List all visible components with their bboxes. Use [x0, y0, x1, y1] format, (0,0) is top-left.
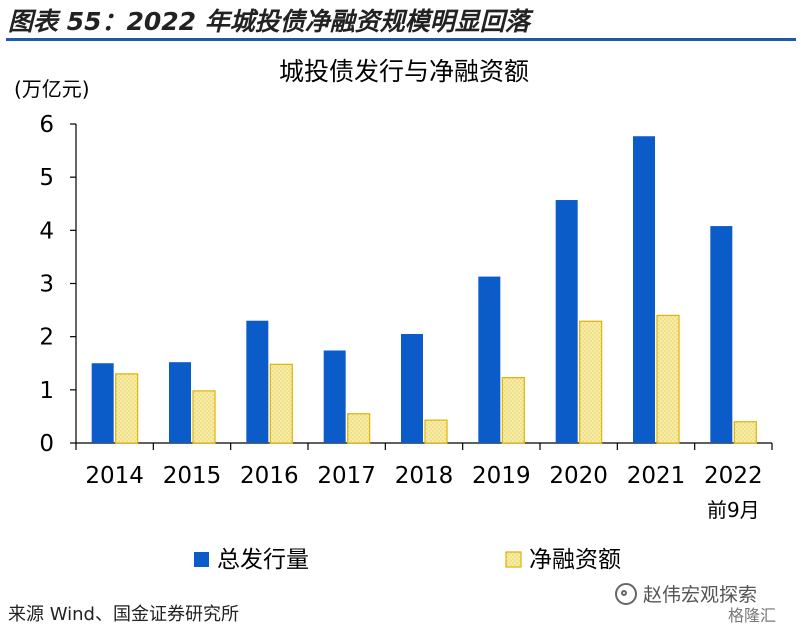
bar-net-financing	[424, 419, 448, 444]
bar-net-financing	[656, 314, 680, 444]
figure-title: 图表 55：2022 年城投债净融资规模明显回落	[8, 7, 530, 36]
y-tick-label: 5	[39, 165, 54, 191]
watermark-text: 赵伟宏观探索	[643, 584, 758, 606]
legend-swatch-net	[505, 551, 522, 568]
bars	[91, 136, 757, 444]
bar-net-financing	[733, 421, 757, 444]
bar-total-issuance	[169, 362, 191, 443]
y-tick-label: 2	[39, 325, 54, 351]
x-tick-label: 2017	[317, 463, 376, 489]
x-tick-label: 2014	[85, 463, 144, 489]
y-axis-label: (万亿元)	[14, 77, 90, 101]
x-tick-label: 2021	[627, 463, 686, 489]
bar-total-issuance	[246, 320, 269, 443]
bar-total-issuance	[555, 200, 578, 443]
legend: 总发行量 净融资额	[194, 547, 621, 573]
bar-net-financing	[115, 373, 139, 444]
y-tick-label: 3	[39, 272, 54, 298]
watermark: 赵伟宏观探索	[615, 580, 757, 607]
bar-total-issuance	[91, 363, 114, 443]
legend-swatch-total	[194, 552, 209, 567]
bar-total-issuance	[401, 334, 423, 443]
bar-total-issuance	[633, 136, 655, 443]
source-note: 来源 Wind、国金证券研究所	[8, 604, 239, 625]
bar-total-issuance	[478, 276, 501, 443]
x-tick-label: 2019	[472, 463, 531, 489]
bar-net-financing	[269, 363, 293, 444]
y-tick-label: 1	[39, 378, 54, 404]
x-tick-labels: 2014 2015 2016 2017 2018 2019 2020 2021 2022 前9月	[85, 463, 762, 522]
x-tick-label: 2020	[549, 463, 608, 489]
wechat-icon	[615, 582, 637, 605]
x-tick-label: 2015	[163, 463, 222, 489]
title-divider	[6, 38, 796, 41]
x-tick-label: 2022	[704, 463, 763, 489]
bar-net-financing	[579, 320, 603, 444]
watermark-sub: 格隆汇	[728, 606, 777, 625]
y-tick-label: 0	[39, 431, 54, 457]
x-tick-sublabel: 前9月	[707, 498, 760, 522]
figure-header: 图表 55：2022 年城投债净融资规模明显回落	[0, 0, 804, 41]
legend-label-total: 总发行量	[217, 547, 309, 573]
bar-total-issuance	[323, 350, 346, 443]
bar-net-financing	[192, 390, 216, 444]
x-tick-label: 2018	[395, 463, 454, 489]
y-tick-label: 4	[39, 218, 54, 244]
legend-label-net: 净融资额	[529, 547, 621, 573]
chart-title: 城投债发行与净融资额	[279, 57, 529, 86]
bar-total-issuance	[710, 226, 733, 443]
axes: 0 1 2 3 4 5 6	[39, 112, 773, 457]
x-tick-label: 2016	[240, 463, 299, 489]
bar-net-financing	[347, 413, 371, 444]
bar-net-financing	[501, 377, 525, 444]
y-tick-label: 6	[39, 112, 54, 138]
